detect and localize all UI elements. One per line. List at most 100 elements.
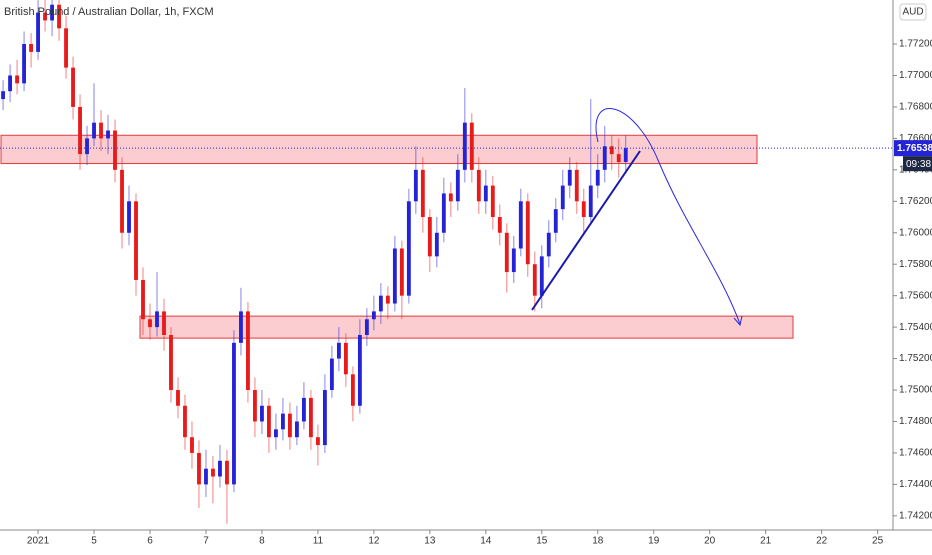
candle-body [274, 429, 278, 438]
x-tick-label: 11 [313, 536, 324, 547]
candle-body [50, 4, 54, 21]
y-tick-label: 1.75600 [899, 290, 932, 301]
arrow-head [733, 315, 743, 327]
y-tick-label: 1.74400 [899, 479, 932, 490]
candle-body [476, 169, 481, 202]
candle-body [71, 67, 75, 107]
x-tick-label: 13 [424, 536, 436, 547]
candle-body [225, 460, 229, 485]
candle-body [134, 201, 138, 280]
candle-body [85, 138, 89, 155]
x-tick-label: 6 [147, 536, 153, 547]
candle-body [560, 185, 565, 210]
y-tick-label: 1.75400 [899, 322, 932, 333]
candle-body [232, 342, 236, 485]
candle-body [588, 185, 593, 218]
candle-body [1, 91, 6, 100]
x-tick-label: 22 [816, 536, 828, 547]
countdown-box [903, 156, 932, 172]
candle-body [336, 342, 341, 359]
projection-arc [595, 108, 741, 325]
candle-body [8, 75, 12, 92]
last-price-box [894, 140, 932, 157]
candle-body [462, 122, 467, 170]
y-tick-label: 1.75000 [899, 385, 932, 396]
candle-body [29, 44, 33, 52]
candle-body [518, 201, 523, 249]
y-tick-label: 1.75200 [899, 353, 932, 364]
y-tick-label: 1.77000 [899, 70, 932, 81]
candle-body [176, 390, 180, 406]
y-tick-label: 1.76000 [899, 227, 932, 238]
candle-body [413, 169, 418, 202]
candle-body [15, 75, 19, 84]
candle-body [616, 154, 621, 162]
candle-body [581, 201, 586, 218]
candle-body [371, 311, 376, 320]
candle-body [57, 4, 61, 29]
candle-body [22, 44, 26, 84]
candle-body [490, 185, 495, 218]
candle-body [106, 130, 110, 139]
candle-body [364, 319, 369, 335]
candle-body [64, 28, 68, 68]
candle-body [301, 397, 306, 422]
x-tick-label: 21 [760, 536, 772, 547]
x-tick-label: 5 [91, 536, 97, 547]
candle-body [539, 256, 544, 296]
chart-title: British Pound / Australian Dollar, 1h, F… [4, 6, 214, 18]
trend-line [531, 150, 641, 311]
candle-body [392, 248, 397, 304]
candle-body [267, 405, 271, 438]
candle-body [155, 311, 159, 328]
candle-body [78, 106, 82, 155]
currency-box[interactable] [899, 3, 927, 21]
x-tick-label: 15 [536, 536, 548, 547]
candle-body [260, 405, 264, 422]
x-tick-label: 7 [203, 536, 209, 547]
candle-body [497, 217, 502, 233]
candle-body [434, 232, 439, 257]
candle-body [385, 295, 390, 304]
candle-body [441, 193, 446, 233]
candle-body [204, 468, 208, 485]
candle-body [169, 334, 173, 391]
candle-body [36, 12, 40, 52]
candle-body [483, 185, 488, 202]
x-tick-label: 18 [592, 536, 604, 547]
candle-body [420, 169, 425, 218]
candle-body [595, 169, 600, 186]
candle-body [113, 130, 117, 170]
candle-body [197, 452, 201, 485]
candle-body [469, 122, 474, 170]
candle-body [378, 295, 383, 312]
candle-body [127, 201, 131, 233]
x-tick-label: 2021 [27, 536, 50, 547]
price-zone [0, 134, 758, 165]
candle-body [218, 460, 222, 477]
candle-body [357, 334, 362, 406]
candle-body [183, 405, 187, 438]
candle-body [399, 248, 404, 296]
candle-body [281, 413, 285, 430]
candle-body [246, 311, 250, 391]
y-tick-label: 1.74200 [899, 510, 932, 521]
candle-body [609, 146, 614, 155]
candle-body [504, 232, 509, 273]
candle-body [532, 264, 537, 296]
candle-body [350, 374, 355, 406]
candle-body [343, 342, 348, 375]
candle-body [253, 390, 257, 422]
candle-body [120, 169, 124, 233]
x-tick-label: 19 [648, 536, 660, 547]
x-tick-label: 20 [704, 536, 716, 547]
candle-body [322, 390, 327, 446]
candle-body [602, 146, 607, 170]
y-tick-label: 1.75800 [899, 259, 932, 270]
candle-body [553, 209, 558, 233]
countdown-label: 09:38 [906, 159, 931, 170]
candle-body [141, 279, 145, 320]
candle-body [239, 311, 243, 343]
currency-label[interactable]: AUD [902, 7, 923, 18]
candle-body [99, 122, 103, 139]
